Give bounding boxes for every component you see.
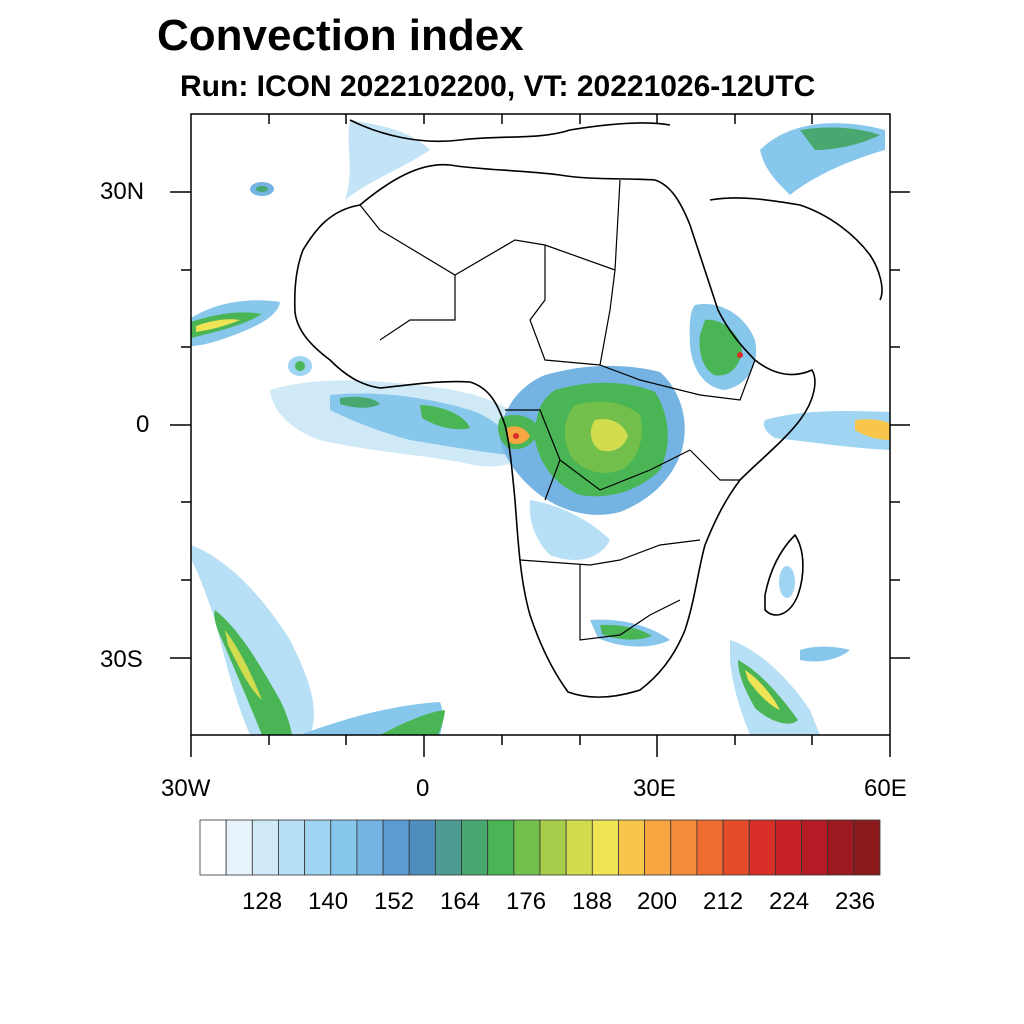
- lon-label-60e: 60E: [864, 775, 907, 802]
- colorbar-swatch: [434, 819, 462, 876]
- colorbar-swatch: [644, 819, 672, 876]
- lat-label-0: 0: [136, 411, 150, 438]
- lon-label-30w: 30W: [161, 775, 211, 802]
- colorbar-swatch: [487, 819, 515, 876]
- lon-label-30e: 30E: [633, 775, 676, 802]
- colorbar-swatch: [539, 819, 567, 876]
- colorbar-swatch: [591, 819, 619, 876]
- colorbar-swatch: [304, 819, 332, 876]
- colorbar-swatch: [748, 819, 776, 876]
- map-subtitle: Run: ICON 2022102200, VT: 20221026-12UTC: [180, 70, 816, 103]
- colorbar-swatch: [827, 819, 855, 876]
- coastlines: [293, 119, 883, 698]
- colorbar-swatch: [670, 819, 698, 876]
- country-borders: [359, 179, 756, 641]
- colorbar-label: 152: [374, 888, 415, 915]
- colorbar-swatch: [199, 819, 227, 876]
- colorbar-label: 128: [242, 888, 283, 915]
- colorbar-swatch: [774, 819, 802, 876]
- lat-label-30n: 30N: [100, 178, 145, 205]
- colorbar-label: 140: [308, 888, 349, 915]
- colorbar-label: 176: [506, 888, 547, 915]
- colorbar-swatch: [461, 819, 489, 876]
- colorbar-swatch: [408, 819, 436, 876]
- colorbar-swatch: [225, 819, 253, 876]
- colorbar-swatch: [278, 819, 306, 876]
- axis-ticks: [170, 114, 910, 757]
- colorbar-swatch: [618, 819, 646, 876]
- colorbar-label: 212: [703, 888, 744, 915]
- colorbar-swatch: [722, 819, 750, 876]
- colorbar-label: 224: [769, 888, 810, 915]
- lon-label-0: 0: [416, 775, 430, 802]
- colorbar-swatch: [801, 819, 829, 876]
- colorbar-swatch: [356, 819, 384, 876]
- convection-field: [191, 120, 890, 735]
- colorbar-label: 188: [572, 888, 613, 915]
- colorbar-label: 164: [440, 888, 481, 915]
- colorbar-swatch: [330, 819, 358, 876]
- map-title: Convection index: [157, 11, 524, 60]
- colorbar-label: 200: [637, 888, 678, 915]
- colorbar-swatch: [565, 819, 593, 876]
- colorbar-swatch: [382, 819, 410, 876]
- lat-label-30s: 30S: [100, 646, 143, 673]
- colorbar-swatch: [513, 819, 541, 876]
- colorbar-swatch: [251, 819, 279, 876]
- colorbar-label: 236: [835, 888, 876, 915]
- colorbar: [199, 819, 881, 876]
- colorbar-swatch: [696, 819, 724, 876]
- colorbar-swatch: [853, 819, 881, 876]
